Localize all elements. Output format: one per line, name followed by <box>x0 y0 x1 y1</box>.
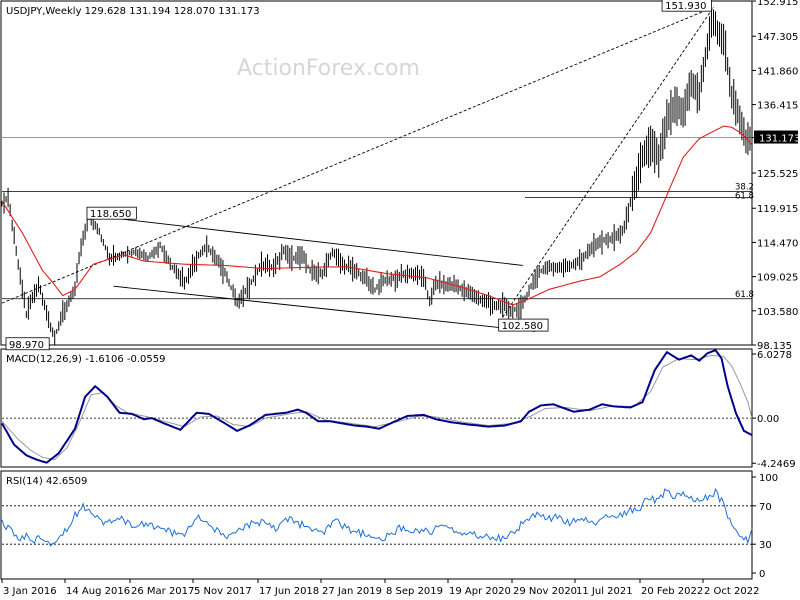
x-axis-label: 5 Nov 2017 <box>194 586 252 597</box>
x-axis-label: 11 Jul 2021 <box>576 586 633 597</box>
price-annotation-label: 118.650 <box>90 209 131 220</box>
channel-lower-line <box>113 285 536 332</box>
price-annotation-label: 151.930 <box>665 1 706 12</box>
price-axis-label: 109.025 <box>757 273 798 284</box>
rsi-axis-label: 30 <box>759 540 772 551</box>
price-panel-frame <box>0 0 753 346</box>
fib-level-label: 61.8 <box>735 192 754 202</box>
trend-line-dashed-long <box>1 6 714 304</box>
rsi-line <box>1 487 753 547</box>
macd-panel-frame <box>0 348 753 468</box>
rsi-axis-label: 100 <box>759 473 778 484</box>
price-annotation-box <box>5 337 50 351</box>
x-axis-label: 29 Nov 2020 <box>513 586 577 597</box>
price-annotation-label: 102.580 <box>502 321 543 332</box>
last-price-label: 131.173 <box>759 134 800 145</box>
x-axis-label: 26 Mar 2017 <box>131 586 194 597</box>
macd-axis-label: -4.2469 <box>757 459 796 470</box>
price-axis-label: 147.305 <box>757 32 798 43</box>
x-axis-label: 8 Sep 2019 <box>386 586 443 597</box>
macd-axis-label: 6.0278 <box>757 350 792 361</box>
x-axis-label: 20 Feb 2022 <box>641 586 703 597</box>
x-axis-label: 17 Jun 2018 <box>259 586 319 597</box>
channel-upper-line <box>99 216 523 266</box>
x-axis-label: 14 Aug 2016 <box>66 586 130 597</box>
rsi-indicator-label: RSI(14) 42.6509 <box>6 476 87 487</box>
x-axis-label: 19 Apr 2020 <box>449 586 511 597</box>
x-axis-label: 2 Oct 2022 <box>704 586 759 597</box>
x-axis-label: 27 Jan 2019 <box>322 586 382 597</box>
price-axis-label: 141.860 <box>757 66 798 77</box>
price-axis-label: 119.915 <box>757 204 798 215</box>
price-axis-label: 136.415 <box>757 101 798 112</box>
chart-background <box>0 0 753 580</box>
macd-line <box>1 348 753 464</box>
macd-axis-label: 0.00 <box>757 414 779 425</box>
fib-level-label: 61.8 <box>735 290 754 300</box>
rsi-panel-frame <box>0 470 753 580</box>
macd-indicator-label: MACD(12,26,9) -1.6106 -0.0559 <box>6 354 166 365</box>
price-annotation-box <box>661 0 712 12</box>
fib-level-label: 38.2 <box>735 182 754 192</box>
rsi-axis-label: 70 <box>759 502 772 513</box>
moving-average-line <box>1 125 753 306</box>
price-annotation-label: 98.970 <box>9 340 44 351</box>
rsi-axis-label: 0 <box>759 569 765 580</box>
price-annotation-box <box>86 206 137 220</box>
price-axis-label: 152.915 <box>757 0 798 8</box>
price-axis-label: 103.580 <box>757 307 798 318</box>
last-price-box <box>754 130 798 144</box>
price-axis-label: 98.135 <box>757 341 792 352</box>
trend-line-dashed-short <box>502 6 714 318</box>
watermark: ActionForex.com <box>237 56 420 81</box>
x-axis-label: 3 Jan 2016 <box>3 586 57 597</box>
price-axis-label: 114.470 <box>757 238 798 249</box>
symbol-header: USDJPY,Weekly 129.628 131.194 128.070 13… <box>6 6 260 17</box>
price-annotation-box <box>498 318 549 332</box>
price-axis-label: 125.525 <box>757 169 798 180</box>
